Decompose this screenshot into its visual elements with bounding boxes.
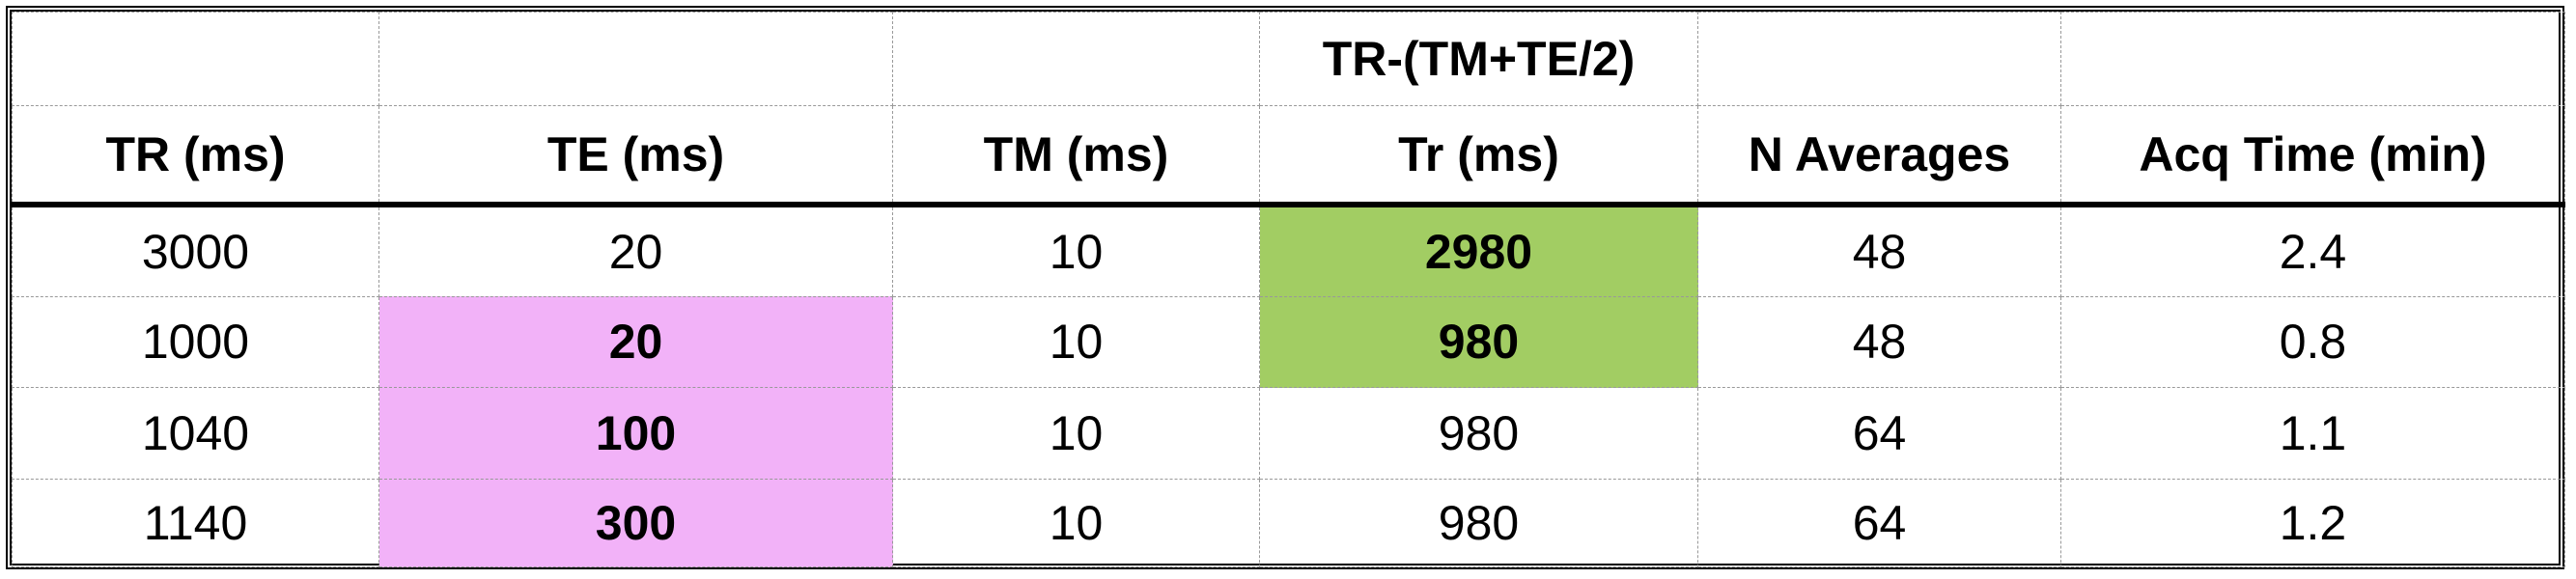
header-tr: TR (ms) (12, 104, 379, 208)
table-row: 1000 20 10 980 48 0.8 (12, 295, 2565, 389)
cell: 64 (1697, 387, 2061, 481)
super-header-cell (1697, 12, 2061, 106)
cell: 48 (1697, 204, 2061, 297)
cell: 1040 (12, 387, 379, 481)
cell: 1140 (12, 479, 379, 567)
cell-highlighted: 980 (1259, 295, 1698, 389)
cell: 1000 (12, 295, 379, 389)
cell: 64 (1697, 479, 2061, 567)
super-header-cell (378, 12, 893, 106)
header-tm: TM (ms) (892, 104, 1260, 208)
cell: 980 (1259, 479, 1698, 567)
header-acq-time: Acq Time (min) (2060, 104, 2565, 208)
cell-highlighted: 20 (378, 295, 893, 389)
super-header-cell (12, 12, 379, 106)
cell: 980 (1259, 387, 1698, 481)
cell-highlighted: 300 (378, 479, 893, 567)
cell: 2.4 (2060, 204, 2565, 297)
parameters-table: TR-(TM+TE/2) TR (ms) TE (ms) TM (ms) Tr … (12, 12, 2565, 567)
cell-highlighted: 2980 (1259, 204, 1698, 297)
cell-highlighted: 100 (378, 387, 893, 481)
cell: 3000 (12, 204, 379, 297)
header-n-averages: N Averages (1697, 104, 2061, 208)
super-header-cell (892, 12, 1260, 106)
table-row: 1140 300 10 980 64 1.2 (12, 479, 2565, 567)
cell: 48 (1697, 295, 2061, 389)
header-tr-recovery: Tr (ms) (1259, 104, 1698, 208)
table-row: 1040 100 10 980 64 1.1 (12, 387, 2565, 481)
cell: 0.8 (2060, 295, 2565, 389)
super-header-formula: TR-(TM+TE/2) (1259, 12, 1698, 106)
cell: 10 (892, 479, 1260, 567)
header-te: TE (ms) (378, 104, 893, 208)
cell: 20 (378, 204, 893, 297)
cell: 1.2 (2060, 479, 2565, 567)
cell: 10 (892, 295, 1260, 389)
cell: 10 (892, 204, 1260, 297)
super-header-cell (2060, 12, 2565, 106)
super-header-row: TR-(TM+TE/2) (12, 12, 2565, 106)
header-row: TR (ms) TE (ms) TM (ms) Tr (ms) N Averag… (12, 104, 2565, 208)
cell: 10 (892, 387, 1260, 481)
cell: 1.1 (2060, 387, 2565, 481)
table-row: 3000 20 10 2980 48 2.4 (12, 204, 2565, 297)
